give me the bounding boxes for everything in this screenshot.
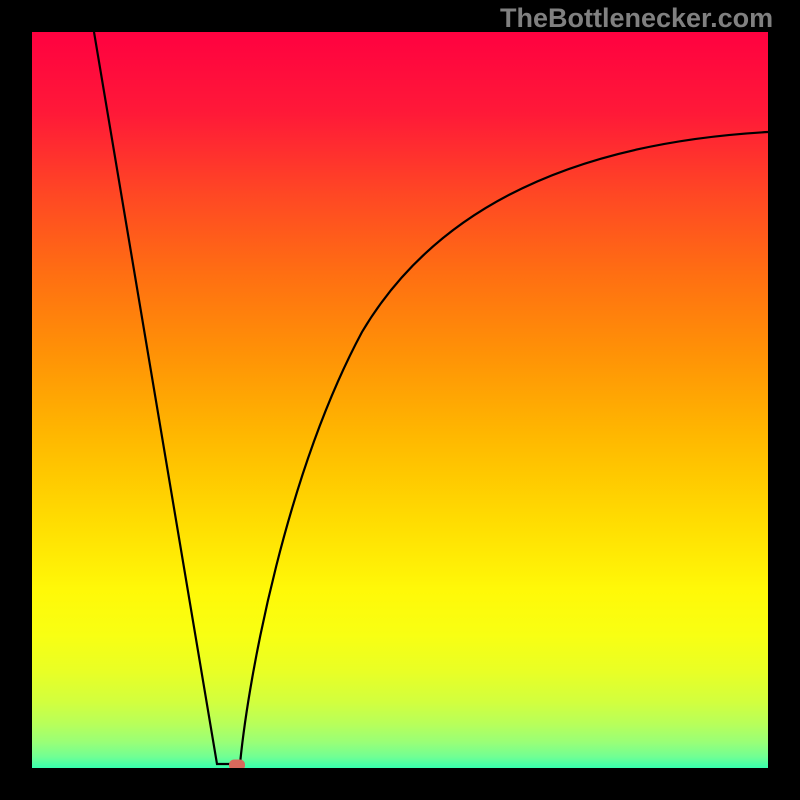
optimum-marker <box>229 760 245 771</box>
watermark-text: TheBottlenecker.com <box>500 3 773 34</box>
chart-svg <box>0 0 800 800</box>
chart-frame <box>0 0 800 800</box>
plot-area <box>32 32 768 771</box>
gradient-background <box>32 32 768 768</box>
